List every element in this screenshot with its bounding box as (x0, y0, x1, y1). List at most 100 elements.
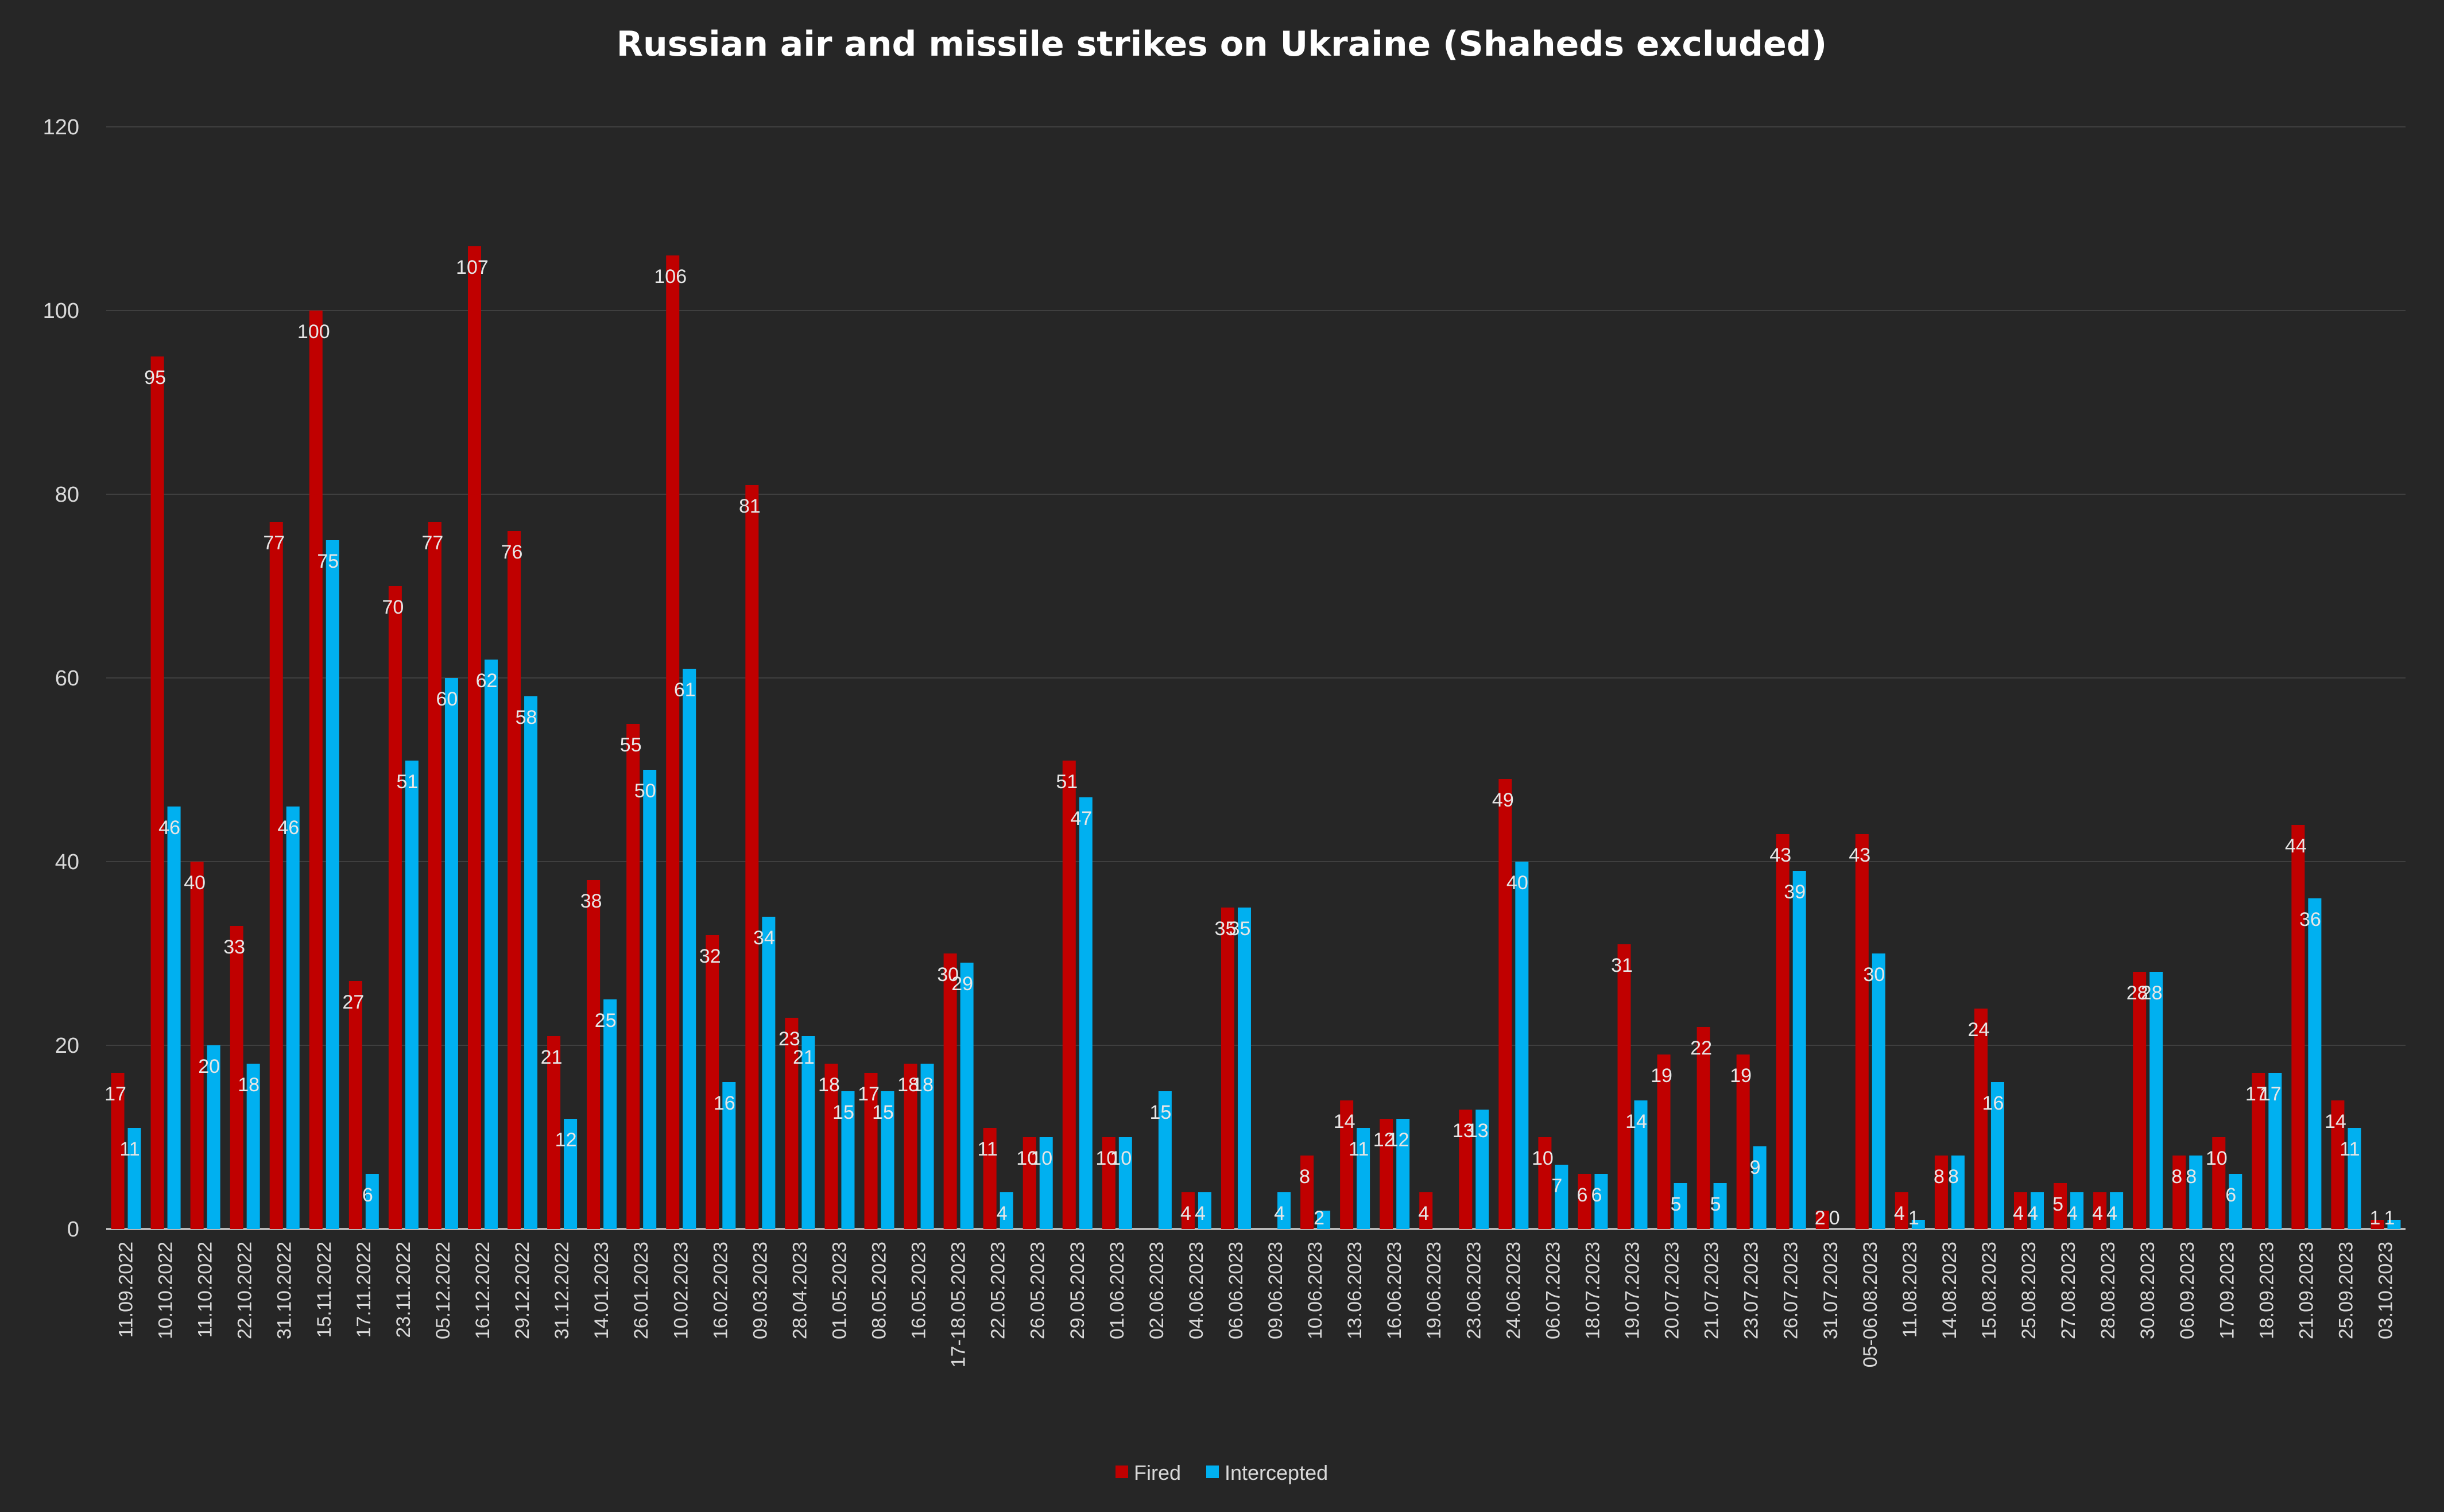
bar-intercepted (246, 1064, 260, 1229)
bar-fired (2212, 1137, 2226, 1229)
x-tick-label: 21.07.2023 (1701, 1242, 1723, 1339)
bar-fired (1538, 1137, 1552, 1229)
x-tick-label: 18.09.2023 (2256, 1242, 2278, 1339)
legend[interactable]: Fired Intercepted (1116, 1461, 1328, 1484)
bar-fired (1102, 1137, 1116, 1229)
legend-swatch-fired (1116, 1466, 1128, 1478)
data-label-intercepted: 4 (2067, 1203, 2078, 1224)
bar-fired (1934, 1156, 1948, 1229)
x-tick-label: 30.08.2023 (2137, 1242, 2159, 1339)
data-label-intercepted: 7 (1551, 1175, 1562, 1197)
x-tick-label: 16.06.2023 (1384, 1242, 1405, 1339)
x-tick-label: 11.10.2022 (195, 1242, 216, 1338)
x-tick-label: 28.04.2023 (789, 1242, 811, 1339)
data-label-intercepted: 2 (1314, 1207, 1324, 1229)
x-tick-label: 17.09.2023 (2216, 1242, 2238, 1339)
data-label-fired: 4 (1180, 1203, 1191, 1224)
data-label-fired: 1 (2370, 1207, 2381, 1229)
bar-fired (824, 1064, 838, 1229)
legend-label-fired: Fired (1134, 1461, 1181, 1484)
x-tick-label: 14.08.2023 (1939, 1242, 1961, 1339)
data-label-fired: 27 (342, 991, 364, 1013)
bar-fired (467, 246, 481, 1229)
data-label-intercepted: 6 (362, 1184, 373, 1206)
data-label-fired: 49 (1492, 789, 1514, 811)
x-tick-label: 10.06.2023 (1304, 1242, 1326, 1339)
data-label-intercepted: 61 (674, 679, 696, 701)
data-label-intercepted: 11 (119, 1138, 140, 1160)
bar-intercepted (920, 1064, 934, 1229)
y-tick-label: 40 (55, 850, 79, 874)
bar-intercepted (1158, 1091, 1172, 1229)
data-label-intercepted: 4 (1274, 1203, 1285, 1224)
data-label-fired: 4 (1894, 1203, 1905, 1224)
data-label-intercepted: 0 (1829, 1207, 1840, 1229)
bar-intercepted (1990, 1082, 2004, 1229)
x-tick-label: 11.09.2022 (115, 1242, 137, 1338)
data-label-intercepted: 60 (436, 688, 458, 710)
data-label-intercepted: 8 (2186, 1166, 2197, 1188)
bar-intercepted (365, 1174, 379, 1229)
x-tick-label: 09.06.2023 (1265, 1242, 1287, 1339)
bar-intercepted (1079, 797, 1093, 1229)
data-label-intercepted: 47 (1070, 808, 1092, 829)
x-tick-label: 14.01.2023 (591, 1242, 613, 1339)
data-label-intercepted: 10 (1031, 1147, 1052, 1169)
x-tick-label: 08.05.2023 (869, 1242, 890, 1339)
y-tick-label: 80 (55, 483, 79, 507)
x-tick-label: 26.07.2023 (1780, 1242, 1802, 1339)
x-tick-label: 17-18.05.2023 (948, 1242, 970, 1367)
data-label-fired: 19 (1730, 1065, 1752, 1087)
data-label-intercepted: 4 (2106, 1203, 2117, 1224)
data-label-fired: 14 (2325, 1111, 2346, 1133)
bar-fired (785, 1018, 799, 1229)
bar-intercepted (841, 1091, 855, 1229)
data-label-fired: 19 (1651, 1065, 1672, 1087)
bar-intercepted (960, 963, 974, 1229)
bar-intercepted (1792, 871, 1806, 1229)
bar-fired (547, 1036, 561, 1229)
bar-intercepted (1357, 1128, 1370, 1229)
data-label-fired: 77 (422, 532, 444, 554)
data-label-fired: 17 (104, 1083, 126, 1105)
data-label-fired: 24 (1968, 1019, 1990, 1041)
y-tick-label: 60 (55, 666, 79, 691)
x-tick-label: 17.11.2022 (353, 1242, 375, 1338)
bar-intercepted (127, 1128, 141, 1229)
bar-intercepted (1713, 1183, 1727, 1229)
bar-fired (2331, 1100, 2345, 1229)
x-tick-label: 10.02.2023 (670, 1242, 692, 1339)
y-tick-label: 20 (55, 1034, 79, 1058)
data-label-fired: 4 (2092, 1203, 2103, 1224)
bar-fired (428, 522, 441, 1229)
data-label-fired: 76 (501, 541, 523, 563)
data-label-fired: 12 (1373, 1129, 1395, 1151)
bar-intercepted (207, 1045, 220, 1229)
bar-fired (2093, 1192, 2107, 1229)
x-tick-label: 16.02.2023 (710, 1242, 731, 1339)
data-label-intercepted: 12 (555, 1129, 577, 1151)
bar-fired (1657, 1054, 1671, 1229)
data-label-intercepted: 5 (1710, 1193, 1721, 1215)
data-label-fired: 28 (2127, 982, 2148, 1004)
bar-fired (150, 356, 164, 1229)
data-label-intercepted: 12 (1388, 1129, 1409, 1151)
bar-fired (1895, 1192, 1908, 1229)
x-tick-label: 31.12.2022 (551, 1242, 573, 1339)
data-label-fired: 8 (1934, 1166, 1945, 1188)
bar-fired (2133, 972, 2147, 1229)
bar-fired (1181, 1192, 1195, 1229)
x-tick-label: 10.10.2022 (155, 1242, 177, 1339)
data-label-intercepted: 46 (277, 817, 299, 839)
data-label-intercepted: 1 (2384, 1207, 2395, 1229)
bar-fired (1419, 1192, 1433, 1229)
bar-intercepted (1475, 1110, 1489, 1229)
bar-fired (1815, 1211, 1829, 1229)
bar-fired (1578, 1174, 1591, 1229)
bar-fired (2371, 1220, 2384, 1229)
data-label-intercepted: 4 (997, 1203, 1008, 1224)
data-label-intercepted: 30 (1863, 964, 1885, 986)
data-label-intercepted: 8 (1948, 1166, 1959, 1188)
data-label-intercepted: 16 (714, 1092, 735, 1114)
